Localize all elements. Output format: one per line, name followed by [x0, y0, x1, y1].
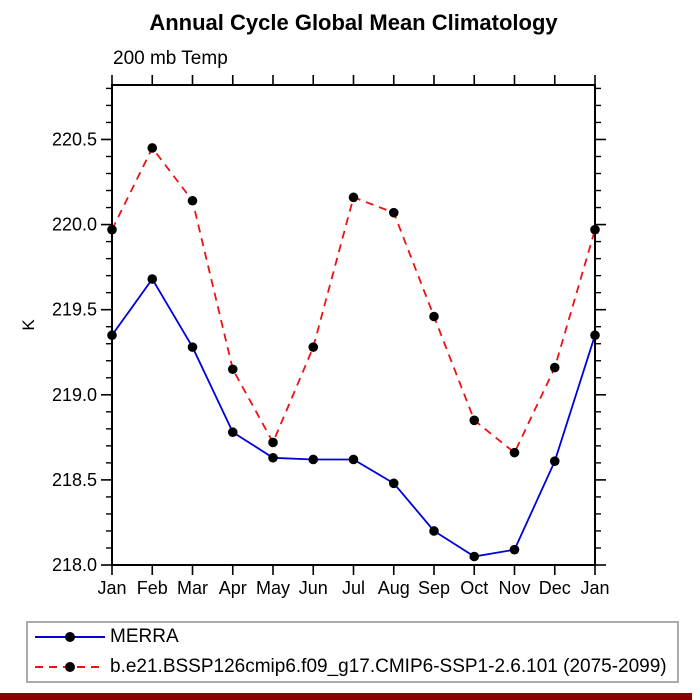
x-tick-label: Jan [580, 578, 609, 598]
x-tick-label: Jan [97, 578, 126, 598]
y-tick-label: 220.0 [52, 215, 97, 235]
legend-label-merra: MERRA [110, 626, 179, 647]
footer-color-bar [0, 693, 692, 700]
legend-swatch-model-icon [35, 662, 105, 672]
x-tick-label: Dec [539, 578, 571, 598]
data-point-merra-Dec [549, 456, 560, 466]
data-point-merra-Jan [107, 330, 117, 341]
legend-label-model: b.e21.BSSP126cmip6.f09_g17.CMIP6-SSP1-2.… [110, 656, 667, 677]
data-point-model-Mar [187, 195, 198, 206]
data-point-model-Sep [429, 311, 439, 322]
y-tick-label: 218.5 [52, 470, 97, 490]
data-point-merra-Aug [388, 478, 399, 489]
data-point-merra-Sep [429, 526, 439, 536]
data-point-merra-Jul [348, 454, 359, 465]
y-tick-label: 220.5 [52, 129, 97, 149]
data-point-merra-Jan [590, 330, 600, 341]
x-tick-label: Sep [418, 578, 450, 598]
legend: MERRA b.e21.BSSP126cmip6.f09_g17.CMIP6-S… [26, 621, 679, 683]
chart-subtitle: 200 mb Temp [113, 48, 228, 69]
data-point-model-Aug [388, 207, 399, 218]
x-tick-label: May [256, 578, 290, 598]
x-tick-label: Oct [460, 578, 488, 598]
data-point-model-May [268, 437, 278, 448]
data-point-model-Dec [549, 362, 560, 373]
y-axis-title: K [19, 319, 38, 331]
legend-swatch-merra-icon [35, 632, 105, 642]
data-point-model-Feb [147, 143, 158, 153]
x-tick-label: Mar [177, 578, 208, 598]
data-point-merra-Oct [469, 551, 480, 562]
data-point-merra-Feb [147, 274, 158, 284]
x-tick-label: Nov [498, 578, 530, 598]
plot-frame [111, 84, 596, 566]
data-point-merra-May [268, 452, 278, 463]
data-point-merra-Nov [509, 544, 520, 555]
legend-marker-dot-icon [65, 662, 75, 672]
data-point-model-Apr [227, 364, 238, 375]
x-tick-label: Jul [342, 578, 365, 598]
x-tick-label: Aug [378, 578, 410, 598]
y-tick-label: 218.0 [52, 555, 97, 575]
data-point-model-Jan [107, 224, 117, 235]
data-point-model-Jun [308, 342, 319, 352]
legend-marker-dot-icon [65, 632, 75, 642]
data-point-merra-Mar [187, 342, 198, 352]
legend-item-model: b.e21.BSSP126cmip6.f09_g17.CMIP6-SSP1-2.… [28, 653, 677, 681]
climatology-line-chart: 218.0 218.5 219.0 219.5 220.0 220.5 Jan Feb Mar A… [19, 75, 610, 598]
legend-item-merra: MERRA [28, 623, 677, 651]
data-point-merra-Jun [308, 454, 319, 465]
data-point-model-Oct [469, 415, 480, 426]
x-tick-label: Jun [299, 578, 328, 598]
series-line-merra [111, 277, 596, 558]
data-point-merra-Apr [227, 427, 238, 438]
data-point-model-Jul [348, 192, 359, 203]
y-tick-label: 219.5 [52, 300, 97, 320]
data-point-model-Jan [590, 224, 600, 235]
y-tick-label: 219.0 [52, 385, 97, 405]
chart-title: Annual Cycle Global Mean Climatology [149, 10, 558, 35]
data-point-model-Nov [509, 447, 520, 458]
x-tick-label: Apr [219, 578, 247, 598]
x-tick-label: Feb [137, 578, 168, 598]
